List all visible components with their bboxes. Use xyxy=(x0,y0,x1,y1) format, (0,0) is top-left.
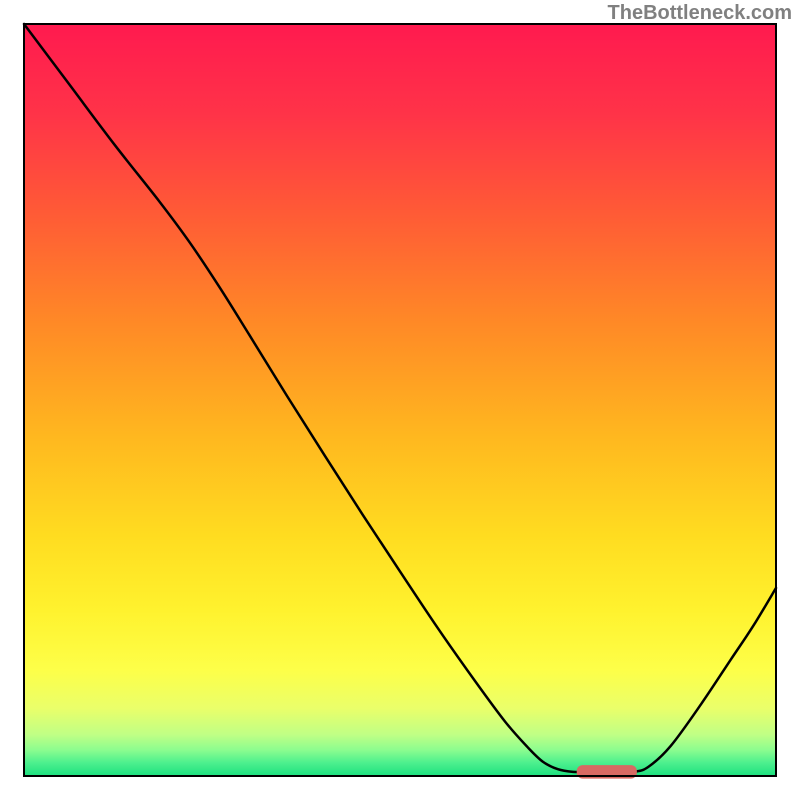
chart-svg xyxy=(0,0,800,800)
watermark-text: TheBottleneck.com xyxy=(608,2,792,25)
bottleneck-chart: TheBottleneck.com xyxy=(0,0,800,800)
plot-background xyxy=(24,24,776,776)
